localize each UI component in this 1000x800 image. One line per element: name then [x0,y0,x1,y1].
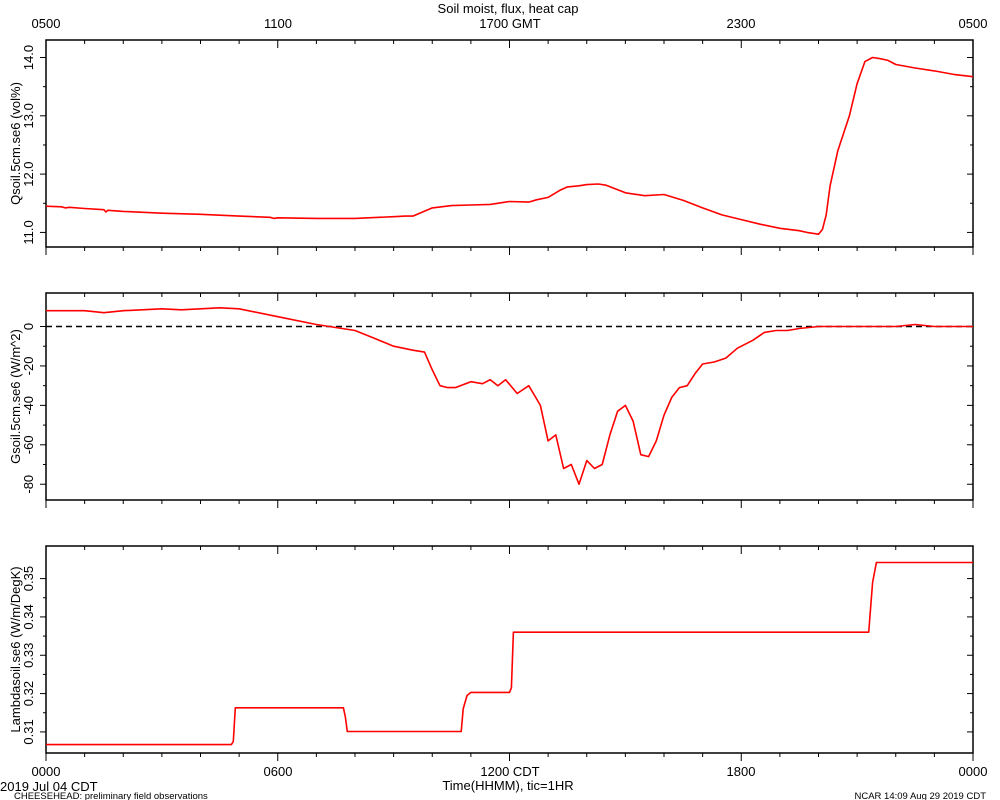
y-tick-label: -20 [21,357,36,376]
top-axis-label-1: 1100 [264,16,292,31]
top-axis-label-2: 1700 GMT [479,16,540,31]
bottom-axis-label-1: 0600 [264,764,293,779]
y-axis-title: Gsoil.5cm.se6 (W/m^2) [8,329,23,464]
bottom-axis-label-3: 1800 [727,764,756,779]
series-line [45,56,974,235]
y-tick-label: -60 [21,435,36,454]
series-line [46,306,973,486]
y-tick-label: 0.33 [21,643,36,668]
bottom-axis-label-0: 0000 [32,764,61,779]
top-axis-labels: 0500 1100 1700 GMT 2300 0500 [32,16,988,31]
y-tick-label: 12.0 [21,161,36,186]
series-line [46,561,973,746]
y-tick-label: 11.0 [21,220,36,244]
panel-frame [45,39,974,248]
date-label: 2019 Jul 04 CDT [0,779,98,794]
x-axis-title: Time(HHMM), tic=1HR [442,778,573,793]
panel-frame [45,292,974,501]
panel-frame [45,545,974,754]
top-axis-label-0: 0500 [32,16,61,31]
chart-title: Soil moist, flux, heat cap [438,1,579,16]
y-tick-label: 0.32 [21,681,36,706]
y-axis-title: Lambdasoil.se6 (W/m/DegK) [8,566,23,732]
bottom-axis-labels: 0000 0600 1200 CDT 1800 0000 [32,764,988,779]
y-tick-label: -80 [21,475,36,494]
top-axis-label-3: 2300 [727,16,756,31]
y-tick-label: 0 [21,323,36,330]
y-tick-label: 14.0 [21,45,36,70]
bottom-axis-label-4: 0000 [959,764,988,779]
panel-2: 0 -20 -40 -60 -80 Gsoil.5cm.se6 (W/m^2) [8,292,974,508]
y-tick-label: 0.31 [21,719,36,744]
footer-left: CHEESEHEAD: preliminary field observatio… [14,791,208,800]
y-tick-label: 0.35 [21,566,36,591]
y-tick-label: -40 [21,396,36,415]
chart-panels: 11.0 12.0 13.0 14.0 Qsoil.5cm.se6 (vol%) 0 -20… [8,39,974,761]
y-tick-label: 13.0 [21,103,36,128]
y-axis-title: Qsoil.5cm.se6 (vol%) [8,82,23,205]
y-tick-label: 0.34 [21,604,36,629]
bottom-axis-label-2: 1200 CDT [480,764,539,779]
footer-right: NCAR 14:09 Aug 29 2019 CDT [855,791,987,800]
panel-1: 11.0 12.0 13.0 14.0 Qsoil.5cm.se6 (vol%) [8,39,974,255]
top-axis-label-4: 0500 [959,16,988,31]
